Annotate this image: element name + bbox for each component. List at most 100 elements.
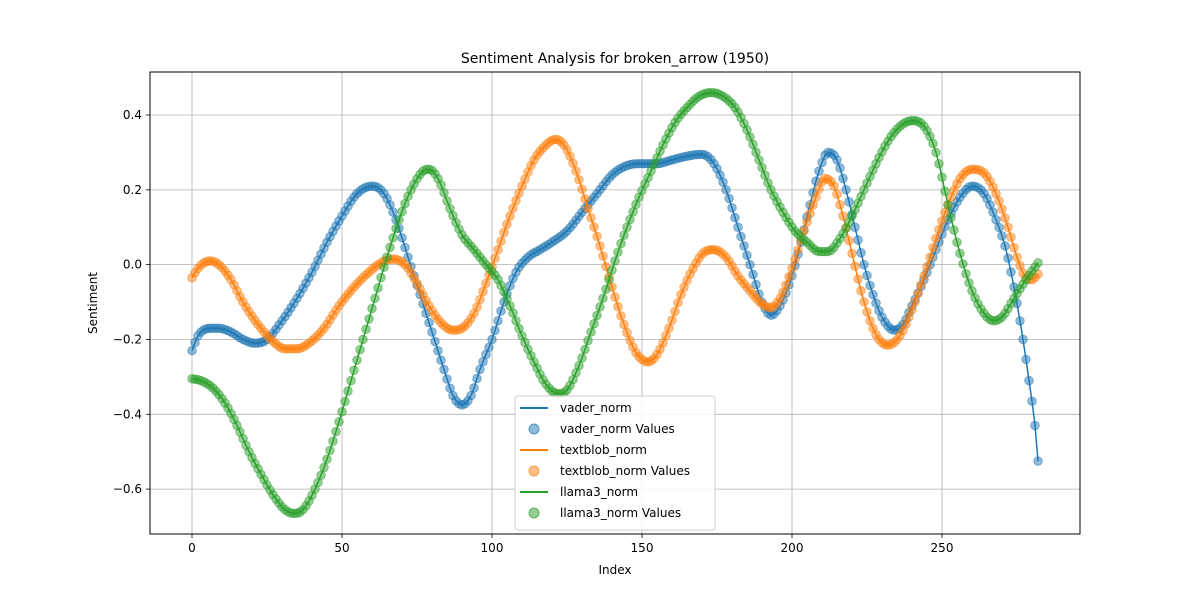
data-point-llama3_norm: [616, 238, 626, 249]
data-point-llama3_norm: [610, 256, 620, 266]
legend-marker-vader: [528, 423, 540, 435]
data-point-vader_norm: [469, 383, 479, 393]
data-point-textblob_norm: [856, 286, 866, 296]
series-llama3_norm: [187, 87, 1043, 519]
data-point-llama3_norm: [379, 262, 389, 272]
data-point-llama3_norm: [370, 293, 380, 304]
y-tick-label: 0.4: [123, 108, 142, 122]
data-point-textblob_norm: [1006, 232, 1016, 242]
data-point-vader_norm: [745, 259, 755, 270]
data-point-llama3_norm: [952, 237, 962, 247]
data-point-textblob_norm: [781, 280, 791, 290]
data-point-llama3_norm: [382, 252, 392, 262]
data-point-vader_norm: [841, 185, 851, 195]
data-point-textblob_norm: [610, 292, 620, 302]
data-point-vader_norm: [1003, 253, 1013, 263]
data-point-textblob_norm: [592, 231, 602, 242]
y-axis-label: Sentiment: [86, 272, 100, 334]
data-point-textblob_norm: [850, 261, 860, 271]
data-point-llama3_norm: [391, 223, 401, 234]
data-point-llama3_norm: [586, 327, 596, 337]
x-axis-ticks: 0 50 100 150 200 250: [188, 534, 953, 555]
data-point-llama3_norm: [388, 233, 398, 243]
data-point-vader_norm: [994, 222, 1004, 233]
x-tick-label: 100: [481, 541, 504, 555]
data-point-vader_norm: [430, 336, 440, 347]
data-point-llama3_norm: [319, 462, 329, 473]
data-point-textblob_norm: [928, 242, 938, 253]
legend-label-textblob-values: textblob_norm Values: [560, 464, 690, 478]
data-point-vader_norm: [187, 346, 197, 356]
data-point-textblob_norm: [913, 288, 923, 299]
data-point-textblob_norm: [805, 208, 815, 219]
data-point-llama3_norm: [349, 365, 359, 376]
data-point-textblob_norm: [670, 306, 680, 317]
data-point-vader_norm: [1018, 334, 1028, 345]
data-point-llama3_norm: [373, 283, 383, 293]
data-point-llama3_norm: [331, 426, 341, 437]
data-point-llama3_norm: [376, 272, 386, 283]
data-point-textblob_norm: [793, 245, 803, 255]
data-point-textblob_norm: [790, 254, 800, 265]
data-point-llama3_norm: [325, 445, 335, 456]
chart-title: Sentiment Analysis for broken_arrow (195…: [461, 51, 769, 67]
data-point-vader_norm: [1021, 354, 1031, 365]
data-point-llama3_norm: [361, 324, 371, 334]
data-point-textblob_norm: [847, 248, 857, 259]
data-point-vader_norm: [865, 280, 875, 291]
data-point-textblob_norm: [475, 294, 485, 305]
data-point-vader_norm: [400, 242, 410, 253]
data-point-vader_norm: [490, 325, 500, 336]
data-point-llama3_norm: [436, 180, 446, 190]
data-point-vader_norm: [388, 207, 398, 217]
data-point-llama3_norm: [439, 188, 449, 198]
data-point-llama3_norm: [622, 222, 632, 232]
data-point-llama3_norm: [334, 417, 344, 427]
data-point-vader_norm: [736, 231, 746, 242]
data-point-textblob_norm: [802, 217, 812, 227]
data-point-textblob_norm: [1003, 222, 1013, 232]
data-point-vader_norm: [727, 203, 737, 213]
data-point-llama3_norm: [943, 200, 953, 210]
data-point-vader_norm: [1000, 241, 1010, 251]
data-point-textblob_norm: [673, 297, 683, 308]
data-point-vader_norm: [496, 306, 506, 316]
data-point-textblob_norm: [844, 235, 854, 246]
legend-label-textblob: textblob_norm: [560, 443, 647, 457]
data-point-vader_norm: [733, 222, 743, 232]
data-point-textblob_norm: [496, 236, 506, 246]
data-point-vader_norm: [397, 233, 407, 243]
data-point-llama3_norm: [958, 259, 968, 269]
data-point-textblob_norm: [835, 199, 845, 210]
data-point-textblob_norm: [997, 204, 1007, 214]
data-point-vader_norm: [748, 269, 758, 280]
data-point-textblob_norm: [808, 200, 818, 210]
data-point-vader_norm: [856, 248, 866, 258]
data-point-textblob_norm: [589, 222, 599, 232]
data-point-vader_norm: [487, 334, 497, 345]
data-point-textblob_norm: [664, 323, 674, 333]
data-point-textblob_norm: [505, 211, 515, 221]
data-point-llama3_norm: [928, 138, 938, 149]
legend-label-llama3: llama3_norm: [560, 485, 638, 499]
data-point-llama3_norm: [955, 248, 965, 259]
data-point-textblob_norm: [910, 297, 920, 307]
data-point-llama3_norm: [931, 147, 941, 158]
data-point-vader_norm: [433, 346, 443, 356]
data-point-llama3_norm: [601, 284, 611, 294]
data-point-llama3_norm: [757, 162, 767, 173]
data-point-vader_norm: [427, 327, 437, 337]
y-tick-label: −0.4: [113, 407, 142, 421]
plot-series: [187, 87, 1043, 519]
y-tick-label: −0.6: [113, 482, 142, 496]
data-point-vader_norm: [814, 166, 824, 176]
data-point-textblob_norm: [1009, 243, 1019, 253]
data-point-llama3_norm: [1033, 258, 1043, 268]
x-tick-label: 250: [931, 541, 954, 555]
data-point-llama3_norm: [367, 303, 377, 314]
data-point-vader_norm: [844, 197, 854, 207]
data-point-llama3_norm: [340, 396, 350, 407]
data-point-vader_norm: [1033, 456, 1043, 466]
data-point-textblob_norm: [571, 166, 581, 176]
data-point-vader_norm: [730, 212, 740, 223]
